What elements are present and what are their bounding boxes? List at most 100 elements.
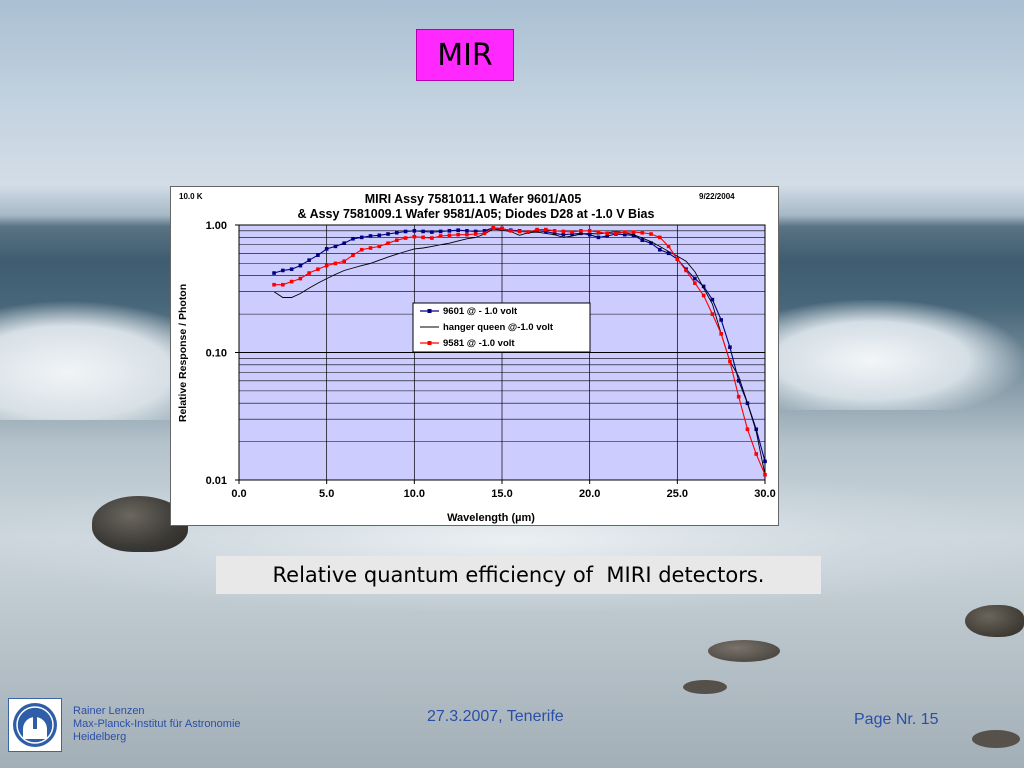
data-point [535,227,539,232]
data-point [272,282,276,287]
data-point [596,230,601,234]
rock [965,605,1024,637]
data-point [386,232,390,236]
data-point [693,281,697,285]
data-point [298,276,303,281]
chart-title: MIRI Assy 7581011.1 Wafer 9601/A05 [365,192,582,206]
data-point [649,241,653,245]
data-point [666,244,671,249]
data-point [728,345,732,350]
data-point [754,452,759,456]
data-point [316,267,320,272]
data-point [552,229,557,233]
data-point [649,232,653,236]
rock [708,640,780,662]
data-point [579,231,583,236]
data-point [517,229,522,234]
data-point [430,236,434,240]
data-point [473,232,478,236]
x-tick-label: 20.0 [579,488,600,500]
data-point [622,230,627,234]
data-point [456,232,460,237]
rock [972,730,1020,748]
data-point [289,267,294,272]
legend: 9601 @ - 1.0 volt hanger queen @-1.0 vol… [412,302,591,353]
data-point [745,427,750,432]
axis-ticks: 0.0 5.0 10.0 15.0 20.0 25.0 30.0 0.01 0.10 1.00 [206,220,776,500]
data-point [587,232,592,237]
data-point [701,293,706,298]
data-point [447,229,452,233]
data-point [763,472,767,477]
data-point [482,229,487,233]
y-axis-label: Relative Response / Photon [177,284,189,422]
data-point [728,359,732,364]
data-point [719,332,723,336]
chart-corner-right: 9/22/2004 [699,192,735,201]
data-point [403,236,408,240]
data-point [666,251,671,256]
data-point [456,228,460,233]
footer-date: 27.3.2007, Tenerife [427,708,564,725]
data-point [395,230,399,235]
data-point [631,233,636,238]
data-point [640,238,645,242]
data-point [395,238,399,242]
x-tick-label: 15.0 [491,488,512,500]
data-point [570,230,574,234]
data-point [333,261,338,266]
data-point [658,247,662,252]
data-point [307,271,311,275]
data-point [754,427,759,432]
data-point [736,394,741,399]
data-point [324,263,329,268]
data-point [473,229,478,234]
data-point [579,229,583,233]
data-point [368,234,373,238]
x-tick-label: 30.0 [754,488,775,500]
chart-corner-left: 10.0 K [179,192,203,201]
data-point [719,318,723,322]
y-tick-label: 0.01 [206,475,227,487]
breaking-wave-right [770,300,1024,410]
author-name: Rainer Lenzen [73,705,145,717]
data-point [412,229,417,233]
data-point [421,235,425,240]
data-point [491,226,496,230]
y-tick-label: 1.00 [206,220,227,232]
y-tick-label: 0.10 [206,348,227,360]
x-tick-label: 5.0 [319,488,334,500]
data-point [631,230,636,234]
data-point [324,247,329,251]
data-point [368,246,373,250]
data-point [701,284,706,289]
data-point [359,247,364,252]
data-point [544,229,548,234]
data-point [710,312,715,316]
data-point [658,235,662,240]
data-point [710,297,715,302]
data-point [438,234,443,238]
data-point [675,257,680,261]
data-point [298,263,303,268]
chart-panel: 10.0 K 9/22/2004 MIRI Assy 7581011.1 Waf… [170,186,779,526]
page-number: Page Nr. 15 [854,711,939,728]
data-point [561,229,566,234]
data-point [552,231,557,236]
data-point [359,235,364,240]
data-point [570,232,574,236]
x-tick-label: 25.0 [667,488,688,500]
legend-label: hanger queen @-1.0 volt [443,322,554,333]
data-point [640,230,645,235]
data-point [386,241,390,245]
data-point [605,234,609,238]
qe-chart: 10.0 K 9/22/2004 MIRI Assy 7581011.1 Waf… [177,192,776,524]
data-point [403,229,408,234]
data-point [438,229,443,234]
data-point [684,268,688,273]
series-line [273,228,766,475]
data-point [289,279,294,284]
data-point [465,232,469,237]
rock [683,680,727,694]
x-tick-label: 10.0 [404,488,425,500]
